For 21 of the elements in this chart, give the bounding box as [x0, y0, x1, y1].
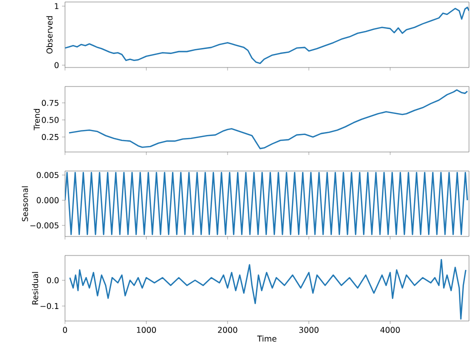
y-tick-label: −0.1 — [40, 302, 58, 310]
x-tick-label: 3000 — [299, 326, 319, 333]
y-axis-title: Residual — [32, 272, 38, 304]
y-tick-label: 0.50 — [42, 116, 59, 123]
x-tick-label: 0 — [62, 326, 68, 333]
y-tick-label: 0.005 — [36, 172, 58, 178]
y-tick-label: 1 — [54, 3, 58, 10]
y-tick-label: 0.000 — [36, 197, 59, 204]
line-series — [69, 258, 466, 320]
x-tick-label: 4000 — [380, 326, 400, 333]
y-tick-label: 0.75 — [42, 100, 58, 106]
y-tick-label: 0 — [54, 62, 59, 68]
y-tick-label: 0.25 — [42, 134, 58, 140]
y-axis-title: Trend — [34, 109, 40, 130]
y-axis-title: Observed — [46, 16, 53, 54]
y-tick-label: −0.005 — [30, 222, 58, 228]
x-axis-title: Time — [257, 335, 276, 342]
x-tick-label: 1000 — [136, 326, 156, 333]
y-axis-title: Seasonal — [22, 186, 28, 222]
y-tick-label: 0.0 — [46, 277, 59, 284]
x-tick-label: 2000 — [218, 326, 238, 333]
